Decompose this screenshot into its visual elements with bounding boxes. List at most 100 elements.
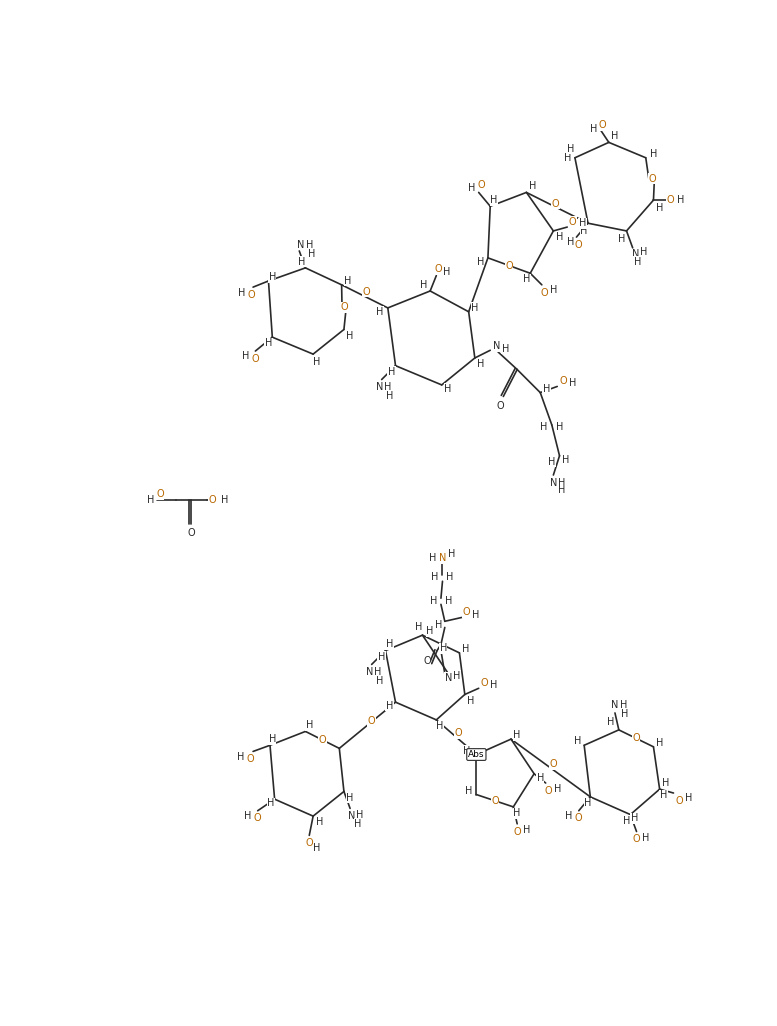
Text: O: O [340, 302, 348, 312]
Text: N: N [367, 667, 374, 677]
Text: H: H [269, 735, 276, 744]
Text: O: O [423, 657, 431, 666]
Text: N: N [297, 240, 305, 249]
Text: H: H [656, 203, 664, 212]
Text: H: H [237, 752, 245, 762]
Text: O: O [252, 354, 260, 364]
Text: O: O [559, 377, 567, 386]
Text: N: N [348, 812, 355, 821]
Text: O: O [675, 796, 683, 805]
Text: H: H [642, 833, 650, 842]
Text: H: H [630, 814, 638, 824]
Text: H: H [490, 195, 498, 205]
Text: H: H [244, 812, 252, 821]
Text: H: H [265, 339, 272, 349]
Text: H: H [420, 280, 427, 289]
Text: H: H [579, 219, 587, 228]
Text: H: H [378, 652, 385, 662]
Text: H: H [558, 478, 566, 487]
Text: H: H [656, 738, 664, 748]
Text: H: H [298, 256, 305, 267]
Text: O: O [632, 734, 640, 744]
Text: H: H [476, 256, 484, 267]
Text: H: H [430, 595, 437, 605]
Text: H: H [639, 247, 647, 258]
Text: O: O [247, 754, 255, 764]
Text: H: H [502, 344, 509, 354]
Text: H: H [477, 359, 485, 369]
Text: H: H [620, 700, 627, 710]
Text: H: H [356, 810, 363, 820]
Text: H: H [267, 798, 274, 808]
Text: N: N [493, 342, 500, 352]
Text: H: H [611, 131, 618, 142]
Text: O: O [505, 261, 513, 271]
Text: H: H [347, 330, 354, 341]
Text: H: H [537, 773, 544, 783]
Text: H: H [549, 285, 557, 295]
Text: H: H [305, 720, 313, 731]
Text: H: H [685, 793, 692, 803]
Text: H: H [523, 274, 530, 284]
Text: H: H [376, 307, 384, 317]
Text: O: O [368, 716, 375, 726]
Text: H: H [388, 367, 395, 377]
Text: H: H [444, 384, 451, 394]
Text: Abs: Abs [468, 750, 485, 759]
Text: H: H [305, 240, 313, 249]
Text: H: H [435, 620, 442, 630]
Text: O: O [455, 728, 462, 739]
Text: O: O [305, 838, 313, 849]
Text: H: H [415, 623, 423, 632]
Text: H: H [556, 232, 563, 242]
Text: H: H [147, 496, 155, 506]
Text: H: H [563, 153, 571, 163]
Text: O: O [156, 489, 164, 500]
Text: H: H [529, 182, 536, 191]
Text: H: H [221, 496, 228, 506]
Text: O: O [632, 834, 640, 844]
Text: O: O [480, 678, 488, 687]
Text: O: O [540, 287, 548, 298]
Text: H: H [548, 457, 556, 467]
Text: O: O [552, 199, 559, 209]
Text: H: H [467, 696, 475, 706]
Text: H: H [541, 423, 548, 432]
Text: O: O [434, 265, 441, 274]
Text: O: O [549, 759, 557, 770]
Text: H: H [490, 680, 498, 690]
Text: O: O [319, 735, 326, 745]
Text: H: H [242, 352, 249, 361]
Text: H: H [650, 149, 657, 159]
Text: H: H [448, 549, 455, 559]
Text: H: H [472, 610, 479, 620]
Text: H: H [440, 643, 447, 654]
Text: H: H [374, 667, 382, 677]
Text: H: H [567, 144, 575, 154]
Text: H: H [269, 272, 276, 282]
Text: H: H [427, 626, 434, 636]
Text: H: H [514, 731, 521, 741]
Text: H: H [677, 195, 684, 205]
Text: O: O [575, 240, 583, 249]
Text: O: O [254, 814, 262, 824]
Text: H: H [347, 793, 354, 802]
Text: O: O [497, 401, 504, 411]
Text: O: O [208, 496, 216, 506]
Text: H: H [375, 676, 383, 686]
Text: H: H [558, 485, 566, 496]
Text: O: O [569, 216, 577, 227]
Text: O: O [544, 786, 552, 796]
Text: O: O [362, 286, 370, 297]
Text: H: H [633, 256, 641, 267]
Text: H: H [514, 808, 521, 818]
Text: H: H [238, 287, 246, 298]
Text: H: H [556, 423, 563, 432]
Text: N: N [611, 700, 618, 710]
Text: H: H [580, 226, 588, 236]
Text: H: H [662, 778, 670, 788]
Text: H: H [354, 819, 361, 829]
Text: H: H [623, 816, 630, 826]
Text: H: H [608, 717, 615, 727]
Text: N: N [632, 249, 639, 259]
